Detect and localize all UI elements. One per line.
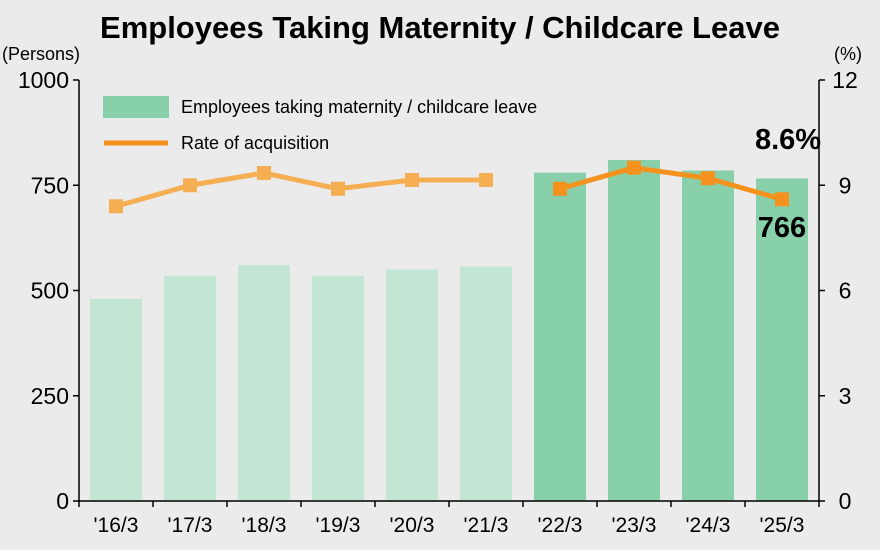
right-tick-label-0: 0	[839, 488, 852, 514]
rate-point-3	[331, 181, 345, 196]
rate-line-segment-0	[115, 170, 486, 209]
rate-callout-label: 8.6%	[755, 124, 821, 156]
legend-label-bar: Employees taking maternity / childcare l…	[181, 97, 537, 117]
right-tick-label-2: 6	[839, 278, 852, 304]
left-axis-ticks: 0 250 500 750 1000	[18, 67, 79, 514]
left-tick-label-2: 500	[31, 278, 69, 304]
rate-point-8	[701, 171, 715, 186]
bar-7	[608, 159, 660, 502]
bar-1	[164, 275, 216, 501]
left-tick-label-4: 1000	[18, 67, 69, 93]
right-axis-ticks: 0 3 6 9 12	[819, 67, 858, 514]
line-series	[109, 160, 789, 214]
bar-0	[90, 298, 142, 501]
bar-4	[386, 269, 438, 501]
x-tick-label-2: '18/3	[242, 514, 287, 537]
rate-point-6	[553, 181, 567, 196]
x-tick-label-3: '19/3	[316, 514, 361, 537]
value-callout-label: 766	[758, 212, 806, 244]
right-axis-unit: (%)	[834, 44, 862, 64]
chart-title: Employees Taking Maternity / Childcare L…	[100, 10, 780, 45]
left-tick-label-1: 250	[31, 383, 69, 409]
right-tick-label-3: 9	[839, 172, 852, 198]
x-tick-label-0: '16/3	[94, 514, 139, 537]
right-tick-label-4: 12	[832, 67, 858, 93]
rate-point-9	[775, 192, 789, 207]
rate-line-segment-1	[559, 165, 783, 202]
rate-point-1	[183, 178, 197, 193]
rate-point-0	[109, 199, 123, 214]
bar-2	[238, 265, 290, 501]
bar-5	[460, 266, 512, 501]
rate-point-5	[479, 172, 493, 187]
bar-3	[312, 275, 364, 501]
x-axis-ticks: '16/3 '17/3 '18/3 '19/3 '20/3 '21/3 '22/3 '23/3…	[78, 501, 820, 537]
bar-9	[756, 178, 808, 501]
x-tick-label-6: '22/3	[538, 514, 583, 537]
bar-8	[682, 170, 734, 501]
rate-point-2	[257, 165, 271, 180]
x-tick-label-4: '20/3	[390, 514, 435, 537]
bar-series	[90, 159, 808, 502]
x-tick-label-8: '24/3	[686, 514, 731, 537]
rate-point-7	[627, 160, 641, 175]
left-tick-label-3: 750	[31, 172, 69, 198]
x-tick-label-1: '17/3	[168, 514, 213, 537]
legend-label-line: Rate of acquisition	[181, 133, 329, 153]
left-axis-unit: (Persons)	[2, 44, 80, 64]
rate-point-4	[405, 172, 419, 187]
x-tick-label-7: '23/3	[612, 514, 657, 537]
x-tick-label-9: '25/3	[760, 514, 805, 537]
left-tick-label-0: 0	[56, 488, 69, 514]
legend-swatch-bar	[103, 96, 169, 118]
x-tick-label-5: '21/3	[464, 514, 509, 537]
legend: Employees taking maternity / childcare l…	[103, 96, 537, 153]
right-tick-label-1: 3	[839, 383, 852, 409]
bar-6	[534, 172, 586, 501]
